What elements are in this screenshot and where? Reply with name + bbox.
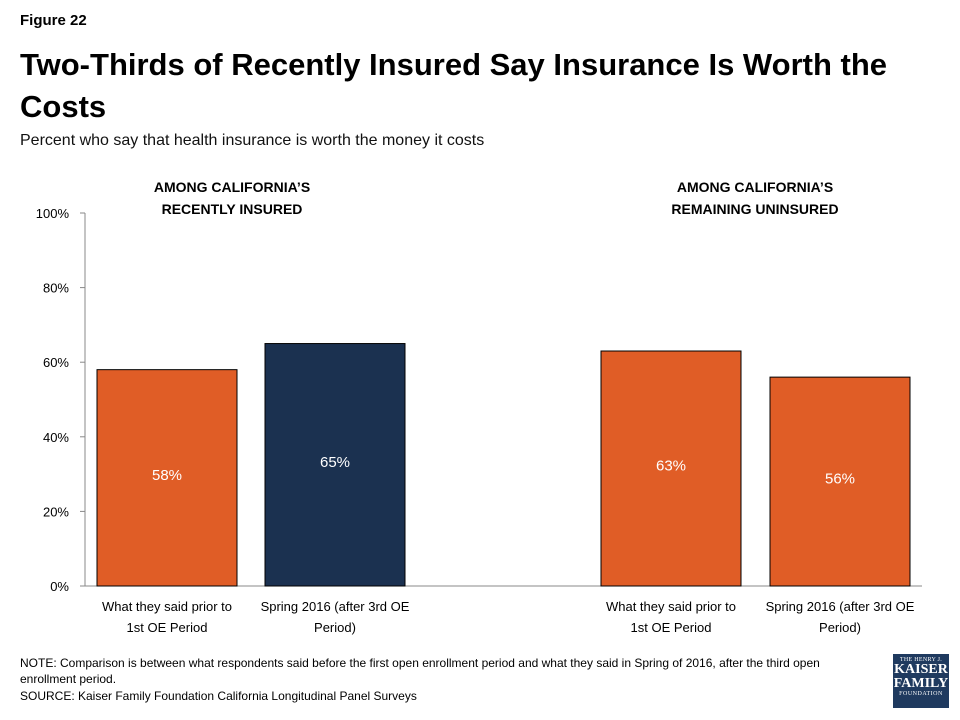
y-tick-label: 100% (36, 206, 70, 221)
logo-line: KAISER (894, 662, 948, 677)
bar-data-label: 65% (320, 454, 350, 471)
figure-label: Figure 22 (20, 12, 87, 29)
y-tick-label: 80% (43, 281, 69, 296)
logo-line: FAMILY (893, 676, 949, 691)
chart-source: SOURCE: Kaiser Family Foundation Califor… (20, 689, 417, 703)
x-category-label: Period) (819, 620, 861, 635)
panel-heading-recently-insured: AMONG CALIFORNIA’S RECENTLY INSURED (102, 176, 362, 220)
x-category-label: Spring 2016 (after 3rd OE (766, 599, 915, 614)
x-category-label: 1st OE Period (631, 620, 712, 635)
x-category-label: Spring 2016 (after 3rd OE (261, 599, 410, 614)
panel-heading-remaining-uninsured: AMONG CALIFORNIA’S REMAINING UNINSURED (625, 176, 885, 220)
y-tick-label: 20% (43, 504, 69, 519)
y-tick-label: 0% (50, 579, 69, 594)
chart-note: NOTE: Comparison is between what respond… (20, 656, 820, 686)
panel-heading-line: RECENTLY INSURED (161, 201, 303, 217)
kff-logo: THE HENRY J. KAISER FAMILY FOUNDATION (893, 654, 949, 708)
chart-subtitle: Percent who say that health insurance is… (20, 132, 485, 149)
y-tick-label: 40% (43, 430, 69, 445)
panel-heading-line: AMONG CALIFORNIA’S (153, 179, 311, 195)
logo-line: THE HENRY J. (899, 657, 943, 663)
bar-data-label: 56% (825, 471, 855, 488)
x-category-label: What they said prior to (606, 599, 736, 614)
bar (769, 376, 911, 587)
bar-data-label: 58% (152, 467, 182, 484)
bar (600, 350, 742, 587)
x-category-label: What they said prior to (102, 599, 232, 614)
bar (96, 369, 238, 587)
y-tick-label: 60% (43, 355, 69, 370)
logo-line: FOUNDATION (899, 691, 943, 697)
panel-heading-line: REMAINING UNINSURED (671, 201, 839, 217)
chart-title: Two-Thirds of Recently Insured Say Insur… (20, 47, 888, 124)
panel-heading-line: AMONG CALIFORNIA’S (676, 179, 834, 195)
bar-data-label: 63% (656, 458, 686, 475)
x-category-label: 1st OE Period (127, 620, 208, 635)
bar (264, 343, 406, 587)
x-category-label: Period) (314, 620, 356, 635)
